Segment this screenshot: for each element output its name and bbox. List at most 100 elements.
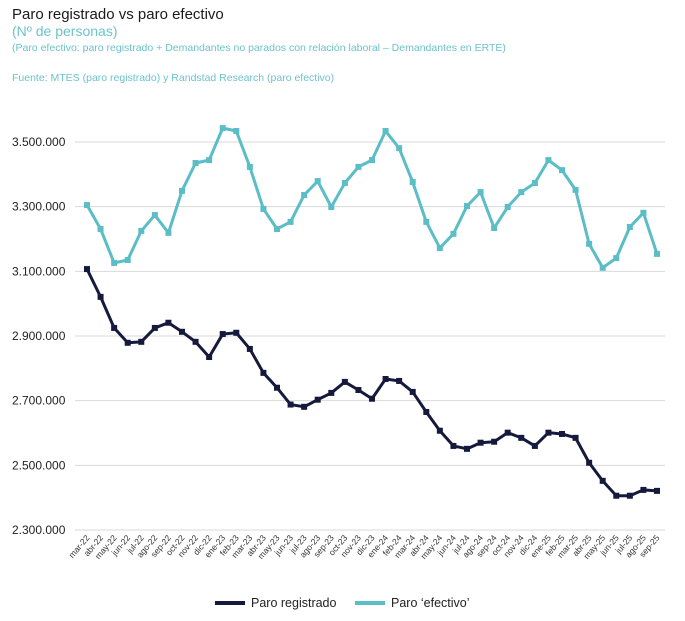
data-point	[124, 339, 131, 346]
data-point	[192, 160, 199, 167]
data-point	[219, 331, 226, 338]
data-point	[559, 167, 565, 174]
data-point	[518, 189, 525, 196]
data-point	[531, 442, 538, 449]
data-point	[640, 486, 647, 493]
data-point	[260, 205, 267, 212]
data-point	[504, 429, 511, 436]
data-point	[355, 386, 362, 393]
data-point	[572, 434, 579, 441]
data-point	[84, 202, 90, 209]
data-point	[382, 128, 389, 135]
data-point	[328, 203, 335, 210]
data-point	[301, 192, 308, 199]
data-point	[97, 293, 104, 300]
data-point	[436, 245, 443, 252]
data-point	[545, 157, 552, 164]
data-point	[328, 389, 335, 396]
y-tick-label: 2.500.000	[12, 458, 66, 472]
data-point	[192, 338, 199, 345]
data-point	[97, 225, 104, 232]
data-point	[179, 187, 185, 194]
data-point	[626, 492, 633, 499]
data-point	[586, 240, 593, 247]
legend-item-registrado: Paro registrado	[215, 596, 336, 610]
data-point	[314, 396, 321, 403]
data-point	[599, 264, 606, 271]
data-point	[613, 255, 620, 262]
data-point	[369, 395, 375, 402]
data-point	[233, 329, 240, 336]
data-point	[545, 429, 552, 436]
y-tick-label: 3.300.000	[12, 200, 66, 214]
y-tick-label: 3.500.000	[12, 135, 66, 149]
data-point	[341, 180, 348, 187]
data-point	[450, 230, 457, 237]
data-point	[260, 369, 267, 376]
data-point	[464, 203, 470, 210]
y-tick-label: 3.100.000	[12, 264, 66, 278]
data-point	[111, 259, 118, 266]
data-point	[518, 434, 525, 441]
data-point	[219, 125, 226, 132]
data-point	[450, 442, 457, 449]
data-point	[491, 225, 498, 232]
y-tick-label: 2.900.000	[12, 329, 66, 343]
data-point	[396, 377, 403, 384]
data-point	[423, 408, 430, 415]
data-point	[138, 338, 145, 345]
data-point	[559, 430, 565, 437]
legend-item-efectivo: Paro ‘efectivo’	[355, 596, 470, 610]
data-point	[233, 128, 240, 135]
data-point	[423, 218, 430, 225]
data-point	[464, 445, 470, 452]
data-point	[654, 487, 660, 494]
data-point	[111, 324, 118, 331]
data-point	[531, 180, 538, 187]
data-point	[613, 492, 620, 499]
data-point	[274, 384, 280, 391]
data-point	[84, 266, 90, 273]
data-point	[138, 227, 145, 234]
data-point	[640, 209, 647, 216]
data-point	[206, 157, 213, 164]
data-point	[369, 157, 375, 164]
data-point	[274, 225, 280, 232]
series-line-1	[85, 126, 659, 270]
series-line-0	[85, 268, 658, 498]
data-point	[165, 229, 172, 236]
legend-label: Paro registrado	[251, 596, 337, 610]
data-point	[314, 178, 321, 185]
data-point	[151, 324, 158, 331]
data-point	[626, 224, 633, 231]
data-point	[586, 459, 593, 466]
data-point	[572, 186, 579, 193]
data-point	[355, 163, 362, 170]
chart-title: Paro registrado vs paro efectivo	[12, 6, 224, 23]
data-point	[301, 403, 308, 410]
data-point	[477, 189, 484, 196]
data-point	[504, 203, 511, 210]
data-point	[409, 388, 416, 395]
y-tick-label: 2.700.000	[12, 394, 66, 408]
legend-swatch	[215, 601, 245, 605]
legend-label: Paro ‘efectivo’	[391, 596, 470, 610]
chart-note: (Paro efectivo: paro registrado + Demand…	[12, 42, 506, 54]
data-point	[654, 250, 660, 257]
data-point	[246, 163, 253, 170]
data-point	[206, 354, 213, 361]
data-point	[179, 328, 185, 335]
data-point	[382, 376, 389, 383]
data-point	[246, 345, 253, 352]
data-point	[287, 218, 294, 225]
data-point	[287, 401, 294, 408]
data-point	[341, 378, 348, 385]
data-point	[409, 179, 416, 186]
data-point	[599, 477, 606, 484]
chart-source: Fuente: MTES (paro registrado) y Randsta…	[12, 72, 335, 84]
data-point	[477, 439, 484, 446]
data-point	[124, 257, 131, 264]
data-point	[491, 438, 498, 445]
data-point	[436, 427, 443, 434]
